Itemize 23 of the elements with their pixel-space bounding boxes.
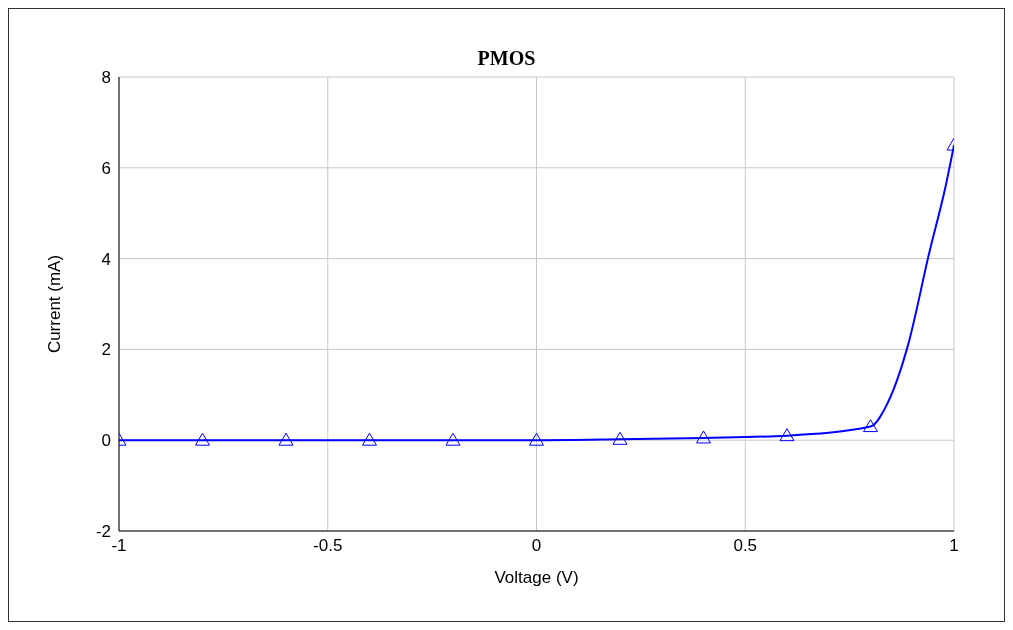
- y-tick-label: -2: [95, 522, 111, 542]
- y-tick-label: 6: [101, 158, 111, 178]
- chart-title: PMOS: [476, 47, 537, 70]
- y-axis-title: Current (mA): [45, 254, 65, 354]
- y-tick-label: 8: [101, 68, 111, 88]
- point: [362, 432, 377, 446]
- point: [612, 431, 628, 445]
- point: [696, 430, 711, 444]
- x-tick-label: 0: [531, 536, 542, 556]
- x-tick-label: 1: [949, 536, 959, 556]
- y-tick-label: 0: [101, 431, 111, 451]
- y-tick-label: 2: [101, 340, 111, 360]
- point: [863, 419, 878, 433]
- x-tick-label: 0.5: [733, 536, 758, 556]
- y-tick-label: 4: [101, 249, 111, 269]
- x-tick-label: -1: [111, 536, 127, 556]
- x-tick-label: -0.5: [313, 536, 343, 556]
- point: [779, 428, 795, 442]
- x-axis-title: Voltage (V): [494, 568, 579, 587]
- point: [529, 432, 544, 446]
- point: [445, 432, 461, 446]
- point: [278, 432, 294, 446]
- point: [195, 432, 210, 446]
